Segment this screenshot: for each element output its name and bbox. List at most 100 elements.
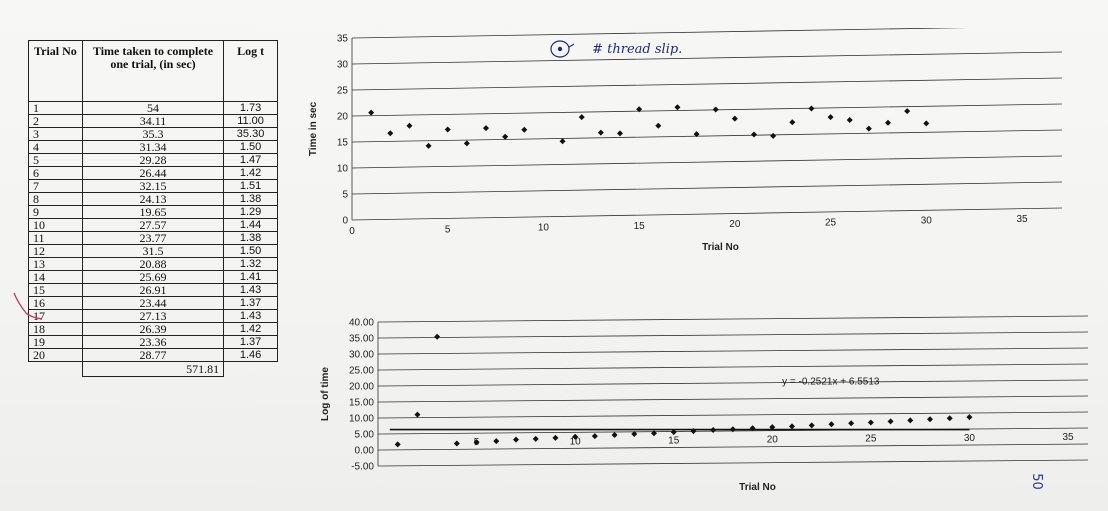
cell-time: 32.15 (81, 179, 225, 193)
table-row: 19 23.36 1.37 (28, 335, 278, 349)
data-point (444, 126, 451, 133)
header-time: Time taken to complete one trial, (in se… (81, 40, 225, 102)
cell-log: 1.32 (223, 257, 278, 271)
data-point (591, 433, 598, 440)
data-point (655, 122, 662, 129)
cell-log: 1.47 (223, 153, 278, 167)
x-axis-title: Trial No (702, 242, 739, 253)
table-row: 18 26.39 1.42 (28, 322, 278, 336)
cell-time: 26.44 (81, 166, 225, 180)
gridline (351, 207, 1063, 221)
total-time: 571.81 (81, 361, 225, 377)
cell-trial: 19 (28, 335, 83, 349)
annotation-text: # thread slip. (592, 41, 683, 57)
table-row: 8 24.13 1.38 (28, 192, 278, 206)
page-number: 50 (1028, 473, 1044, 490)
y-tick-label: 25 (337, 86, 349, 97)
data-point (769, 424, 776, 431)
y-tick-label: 5.00 (355, 430, 375, 441)
table-row: 17 27.13 1.43 (28, 309, 278, 323)
data-point (611, 432, 618, 439)
data-point (578, 114, 585, 121)
data-point (493, 438, 500, 445)
y-tick-label: 40.00 (349, 318, 374, 329)
gridline (351, 28, 968, 39)
data-point (712, 106, 719, 113)
margin-tick-mark-icon (8, 287, 48, 332)
gridline (377, 315, 1089, 323)
data-point (559, 138, 566, 145)
cell-log: 1.50 (223, 140, 278, 154)
cell-log: 1.42 (223, 322, 278, 336)
handwritten-annotation: # thread slip. (548, 38, 682, 60)
table-row: 20 28.77 1.46 (28, 348, 278, 362)
y-tick-label: 25.00 (349, 366, 374, 377)
cell-time: 26.39 (81, 322, 225, 336)
cell-time: 24.13 (81, 192, 225, 206)
data-point (770, 132, 777, 139)
gridline (377, 347, 1089, 355)
data-point (867, 419, 874, 426)
data-point (751, 131, 757, 138)
gridline (351, 51, 1063, 65)
table-row: 11 23.77 1.38 (28, 231, 278, 245)
y-tick-label: 15 (337, 138, 349, 149)
data-point (887, 418, 894, 425)
cell-log: 1.37 (223, 296, 278, 310)
gridline (377, 395, 1089, 403)
x-tick-label: 0 (349, 226, 355, 237)
data-point (749, 425, 756, 432)
gridline (351, 77, 1063, 91)
data-point (406, 122, 413, 129)
gridline (351, 129, 1063, 143)
data-point (572, 433, 579, 440)
y-tick-label: 30 (337, 60, 349, 71)
cell-time: 34.11 (81, 114, 225, 128)
time-scatter-chart: 0 5 10 15 20 25 30 35 0 5 10 15 20 25 30 35 Trial No Time… (308, 28, 1063, 253)
cell-trial: 14 (28, 270, 83, 284)
data-point (425, 142, 432, 149)
data-point (865, 125, 872, 132)
data-point (453, 440, 460, 447)
y-tick-label: 35 (337, 34, 349, 45)
x-tick-label: 15 (634, 221, 646, 232)
x-tick-label: 35 (1016, 214, 1028, 225)
gridline (377, 459, 1089, 467)
data-point (674, 104, 681, 111)
cell-time: 31.5 (81, 244, 225, 258)
cell-log: 1.44 (223, 218, 278, 232)
table-row: 13 20.88 1.32 (28, 257, 278, 271)
table-row: 16 23.44 1.37 (28, 296, 278, 310)
table-header-row: Trial No Time taken to complete one tria… (28, 40, 278, 102)
data-point (552, 434, 559, 441)
cell-time: 28.77 (81, 348, 225, 362)
cell-time: 25.69 (81, 270, 225, 284)
cell-log: 1.42 (223, 166, 278, 180)
gridline (377, 331, 1089, 339)
total-blank-cell (29, 362, 83, 377)
cell-trial: 20 (28, 348, 83, 362)
cell-time: 31.34 (81, 140, 225, 154)
table-row: 9 19.65 1.29 (28, 205, 278, 219)
table-row: 1 54 1.73 (28, 101, 278, 115)
x-tick-label: 20 (767, 435, 779, 446)
cell-log: 1.37 (223, 335, 278, 349)
data-point (617, 130, 623, 137)
table-row: 12 31.5 1.50 (28, 244, 278, 258)
gridline (377, 363, 1089, 371)
x-tick-label: 25 (825, 217, 837, 228)
data-point (966, 414, 973, 421)
data-point (923, 120, 930, 127)
data-point (710, 427, 717, 434)
y-tick-label: 10 (337, 164, 349, 175)
table-row: 15 26.91 1.43 (28, 283, 278, 297)
data-point (631, 430, 638, 437)
gridline (351, 181, 1063, 195)
header-trial-no: Trial No (28, 40, 83, 102)
cell-time: 23.44 (81, 296, 225, 310)
cell-log: 11.00 (223, 114, 278, 128)
header-log: Log t (223, 40, 278, 102)
x-tick-label: 20 (729, 219, 741, 230)
cell-time: 27.57 (81, 218, 225, 232)
